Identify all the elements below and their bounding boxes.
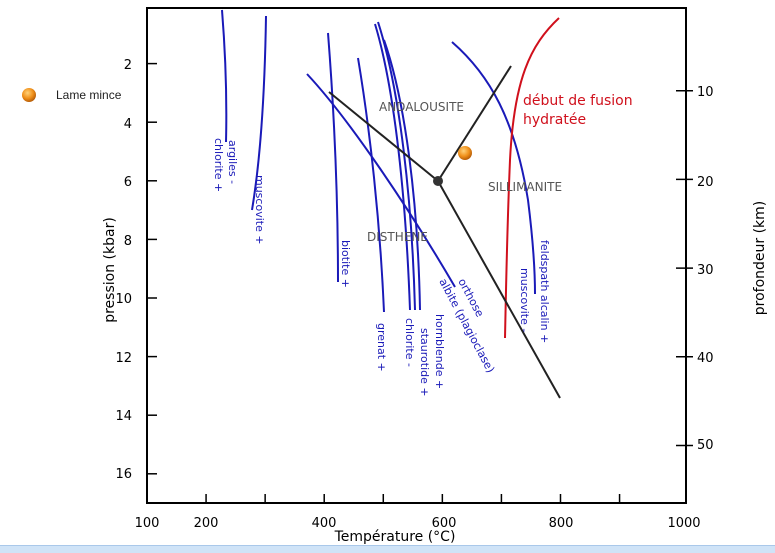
disthene-sillimanite-boundary: [437, 180, 561, 399]
label-feldspath: feldspath alcalin +: [538, 240, 551, 343]
y-tick-label: 10: [115, 292, 132, 307]
window-bottom-strip: [0, 545, 775, 553]
y-right-tick-label: 30: [697, 263, 714, 278]
y-right-tick-label: 40: [697, 351, 714, 366]
label-staurotide: staurotide +: [418, 328, 431, 397]
melting-curve: [504, 17, 560, 339]
y-tick-label: 8: [124, 234, 132, 249]
x-tick-labels: 100 200 400 600 800 1000: [135, 516, 701, 531]
label-muscovite-minus: muscovite -: [518, 268, 531, 332]
melting-label-1: début de fusion: [523, 93, 633, 109]
y-right-tick-label: 50: [697, 438, 714, 453]
muscovite-feldspath-curve: [451, 41, 536, 295]
melting-label-2: hydratée: [523, 112, 586, 128]
zone-andalousite: ANDALOUSITE: [379, 100, 464, 114]
label-chlorite-plus: chlorite +: [212, 138, 225, 192]
label-grenat: grenat +: [375, 323, 388, 372]
x-tick-label: 400: [312, 516, 337, 531]
x-tick-label: 1000: [667, 516, 700, 531]
x-tick-label: 600: [432, 516, 457, 531]
x-tick-label: 100: [135, 516, 160, 531]
y-tick-label: 14: [115, 409, 132, 424]
y-tick-label: 12: [115, 351, 132, 366]
andalousite-sillimanite-boundary: [437, 65, 512, 182]
y-right-tick-labels: 10 20 30 40 50: [697, 85, 714, 453]
x-tick-label: 800: [549, 516, 574, 531]
andalousite-disthene-boundary: [328, 91, 439, 182]
y-tick-label: 2: [124, 58, 132, 73]
y-right-tick-label: 20: [697, 175, 714, 190]
x-tick-label: 200: [194, 516, 219, 531]
legend-label: Lame mince: [56, 88, 122, 102]
x-axis-label: Température (°C): [334, 529, 456, 545]
plot-frame: [146, 7, 687, 504]
muscovite-curve: [251, 15, 267, 211]
y-right-axis-label: profondeur (km): [752, 201, 768, 316]
zone-disthene: DISTHENE: [367, 230, 428, 244]
y-right-tick-label: 10: [697, 85, 714, 100]
chlorite-curve: [374, 23, 411, 311]
label-hornblende: hornblende +: [433, 314, 446, 389]
label-biotite: biotite +: [339, 240, 352, 288]
zone-sillimanite: SILLIMANITE: [488, 180, 562, 194]
y-left-tick-labels: 2 4 6 8 10 12 14 16: [115, 58, 132, 482]
staurotide-curve: [377, 21, 416, 311]
argiles-chlorite-curve: [221, 9, 228, 143]
y-tick-label: 4: [124, 117, 132, 132]
y-tick-label: 6: [124, 175, 132, 190]
label-chlorite-minus: chlorite -: [403, 318, 416, 367]
albite-orthose-curve: [306, 73, 456, 288]
y-tick-label: 16: [115, 467, 132, 482]
triple-point: [433, 176, 443, 186]
grenat-curve: [357, 57, 385, 313]
label-argiles: argiles -: [226, 140, 239, 184]
y-left-axis-label: pression (kbar): [102, 217, 118, 323]
label-muscovite-plus: muscovite +: [253, 175, 266, 245]
biotite-curve: [327, 32, 339, 283]
axis-ticks: [147, 62, 693, 503]
legend-marker: [22, 88, 36, 102]
thin-section-sample-marker: [458, 146, 472, 160]
